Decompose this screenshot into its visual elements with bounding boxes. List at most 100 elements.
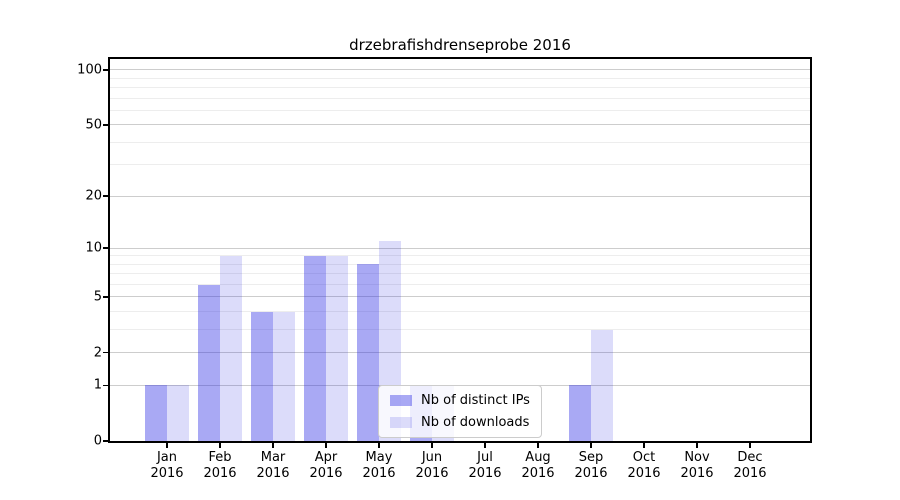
x-tick-mark [749, 441, 751, 448]
x-tick-year: 2016 [150, 466, 184, 481]
bar-downloads-apr [326, 255, 348, 441]
x-tick-month: Nov [684, 450, 710, 465]
legend-label-downloads: Nb of downloads [421, 415, 530, 430]
y-tick-label: 2 [93, 345, 102, 361]
major-gridline [110, 69, 810, 71]
bar-distinct-ips-may [357, 264, 379, 441]
y-tick-label: 1 [93, 377, 102, 393]
minor-gridline [110, 141, 810, 143]
x-tick-month: Apr [314, 450, 338, 465]
x-tick-label: Jul 2016 [459, 450, 511, 482]
y-tick-label: 5 [93, 289, 102, 305]
major-gridline [110, 195, 810, 197]
legend-swatch-downloads [390, 417, 412, 428]
x-tick-label: Feb 2016 [194, 450, 246, 482]
bar-distinct-ips-feb [198, 284, 220, 441]
major-gridline [110, 247, 810, 249]
x-tick-year: 2016 [468, 466, 502, 481]
bars-layer [110, 59, 810, 441]
x-tick-year: 2016 [415, 466, 449, 481]
y-tick-mark [103, 351, 110, 354]
y-tick-mark [103, 296, 110, 298]
x-tick-label: Sep 2016 [565, 450, 617, 482]
x-tick-mark [325, 441, 327, 448]
bar-downloads-jan [167, 385, 189, 441]
x-tick-year: 2016 [521, 466, 555, 481]
legend-label-distinct-ips: Nb of distinct IPs [421, 393, 530, 408]
minor-gridline [110, 77, 810, 79]
x-tick-mark [696, 441, 698, 448]
y-tick-mark [103, 384, 110, 387]
y-axis: 0 1 2 5 10 20 50 100 [77, 59, 810, 449]
minor-gridline [110, 273, 810, 275]
x-tick-month: Oct [632, 450, 656, 465]
minor-gridline [110, 97, 810, 99]
x-tick-mark [643, 441, 645, 448]
x-tick-label: Aug 2016 [512, 450, 564, 482]
x-tick-label: Dec 2016 [724, 450, 776, 482]
y-tick-label: 20 [85, 188, 102, 204]
plot-area: 0 1 2 5 10 20 50 100 Jan 2016 Feb 2016 Mar 2016 Apr 20… [77, 57, 812, 481]
x-tick-year: 2016 [309, 466, 343, 481]
bar-downloads-feb [220, 255, 242, 441]
x-tick-month: Jun [421, 450, 443, 465]
bar-downloads-mar [273, 311, 295, 441]
bar-downloads-sep [591, 329, 613, 441]
y-tick-mark [103, 69, 110, 71]
minor-gridline [110, 329, 810, 331]
x-tick-mark [378, 441, 380, 448]
major-gridline [110, 124, 810, 126]
x-tick-mark [537, 441, 539, 448]
major-gridline [110, 296, 810, 298]
x-tick-year: 2016 [203, 466, 237, 481]
x-tick-mark [166, 441, 168, 448]
chart-title: drzebrafishdrenseprobe 2016 [349, 36, 571, 54]
x-tick-label: Mar 2016 [247, 450, 299, 482]
major-gridline [110, 352, 810, 354]
bar-distinct-ips-apr [304, 255, 326, 441]
bar-distinct-ips-jan [145, 385, 167, 441]
minor-gridline [110, 255, 810, 257]
y-tick-mark [103, 124, 110, 126]
minor-gridline [110, 109, 810, 111]
x-tick-year: 2016 [574, 466, 608, 481]
minor-gridline [110, 164, 810, 166]
x-tick-month: Feb [208, 450, 232, 465]
x-tick-mark [590, 441, 592, 448]
x-tick-year: 2016 [362, 466, 396, 481]
legend: Nb of distinct IPs Nb of downloads [378, 385, 542, 438]
y-tick-label: 0 [93, 433, 102, 449]
y-tick-mark [103, 247, 110, 249]
x-tick-label: Nov 2016 [671, 450, 723, 482]
legend-item-distinct-ips: Nb of distinct IPs [390, 393, 530, 408]
x-tick-year: 2016 [627, 466, 661, 481]
x-tick-mark [484, 441, 486, 448]
y-tick-label: 10 [85, 240, 102, 256]
x-tick-month: Jan [156, 450, 178, 465]
minor-gridline [110, 311, 810, 313]
x-tick-year: 2016 [733, 466, 767, 481]
bar-distinct-ips-sep [569, 385, 591, 441]
x-tick-label: May 2016 [353, 450, 405, 482]
x-tick-month: Sep [578, 450, 604, 465]
y-tick-label: 100 [77, 62, 102, 78]
x-tick-mark [219, 441, 221, 448]
legend-item-downloads: Nb of downloads [390, 415, 530, 430]
x-tick-year: 2016 [256, 466, 290, 481]
x-tick-mark [272, 441, 274, 448]
x-tick-month: Jul [477, 450, 493, 465]
x-axis: Jan 2016 Feb 2016 Mar 2016 Apr 2016 May 2016 Jun 20… [110, 59, 810, 481]
x-tick-month: Dec [737, 450, 763, 465]
y-tick-mark [103, 195, 110, 197]
x-tick-label: Jun 2016 [406, 450, 458, 482]
y-tick-mark [103, 440, 110, 442]
minor-gridline [110, 284, 810, 286]
x-tick-label: Jan 2016 [141, 450, 193, 482]
bar-distinct-ips-mar [251, 311, 273, 441]
y-tick-label: 50 [85, 117, 102, 133]
x-tick-year: 2016 [680, 466, 714, 481]
x-tick-label: Oct 2016 [618, 450, 670, 482]
x-tick-month: Aug [525, 450, 551, 465]
x-tick-month: Mar [260, 450, 286, 465]
